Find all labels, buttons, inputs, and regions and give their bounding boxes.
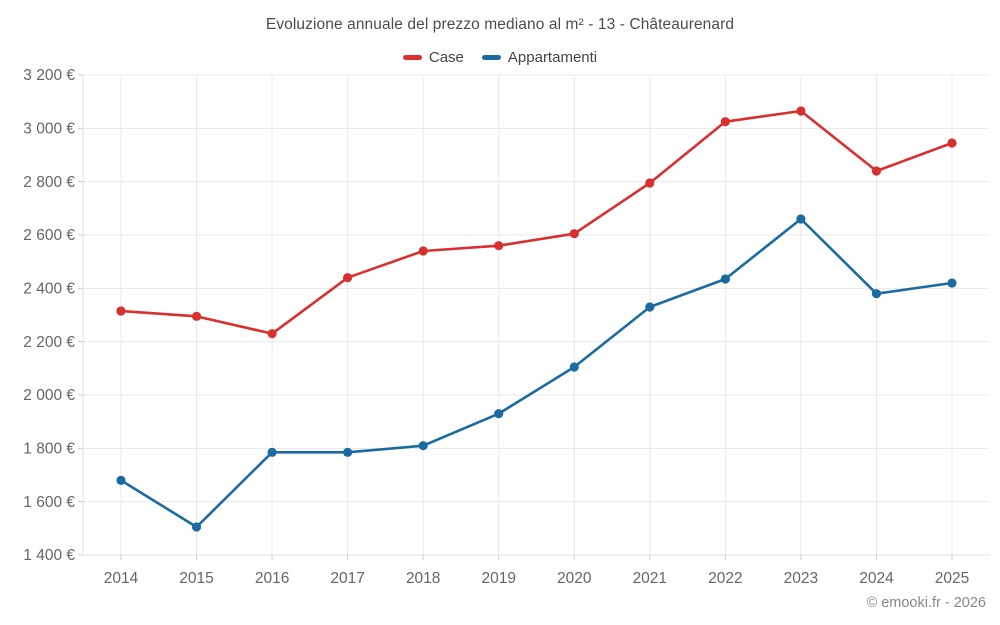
legend-label-appartamenti: Appartamenti	[507, 48, 598, 66]
data-point-case-2015	[191, 311, 202, 321]
y-tick-label: 2 000 €	[23, 387, 75, 404]
y-tick-label: 1 400 €	[23, 547, 75, 564]
y-tick-label: 2 800 €	[23, 174, 75, 191]
x-tick-label: 2019	[481, 570, 515, 587]
data-point-case-2016	[267, 329, 277, 339]
data-point-case-2014	[116, 306, 126, 316]
data-point-case-2018	[418, 246, 428, 256]
x-tick-label: 2018	[406, 570, 440, 587]
data-point-appartamenti-2021	[645, 302, 655, 312]
x-tick-label: 2017	[330, 570, 364, 587]
series-line-case	[119, 109, 954, 335]
data-point-appartamenti-2014	[116, 475, 126, 485]
data-point-appartamenti-2018	[418, 441, 428, 451]
y-tick-label: 2 400 €	[23, 281, 75, 298]
data-point-case-2020	[569, 229, 579, 239]
x-tick-label: 2016	[255, 570, 289, 587]
x-tick-label: 2021	[633, 570, 667, 587]
y-tick-label: 2 200 €	[23, 334, 75, 351]
y-tick-label: 3 000 €	[23, 121, 75, 138]
y-tick-label: 3 200 €	[23, 67, 75, 84]
legend-label-case: Case	[428, 48, 464, 66]
data-point-appartamenti-2016	[267, 447, 277, 457]
data-point-appartamenti-2022	[720, 274, 730, 284]
data-point-appartamenti-2020	[569, 362, 579, 372]
data-point-appartamenti-2017	[343, 447, 353, 457]
y-tick-label: 2 600 €	[23, 227, 75, 244]
x-tick-label: 2020	[557, 570, 592, 587]
data-point-case-2019	[494, 241, 504, 251]
series-line-appartamenti	[119, 217, 954, 529]
legend-swatch-appartamenti-icon	[481, 54, 501, 60]
copyright-text: © emooki.fr - 2026	[866, 595, 986, 611]
data-point-case-2021	[645, 178, 655, 188]
data-point-appartamenti-2015	[191, 522, 202, 532]
y-tick-label: 1 800 €	[23, 441, 75, 458]
legend-swatch-case-icon	[402, 54, 422, 60]
legend-item-appartamenti[interactable]: Appartamenti	[481, 48, 598, 66]
data-point-case-2025	[947, 138, 957, 148]
x-tick-label: 2015	[179, 570, 213, 587]
chart-title: Evoluzione annuale del prezzo mediano al…	[265, 16, 735, 33]
data-point-appartamenti-2019	[494, 409, 504, 419]
data-point-appartamenti-2024	[871, 289, 882, 299]
legend-item-case[interactable]: Case	[402, 48, 464, 66]
x-tick-label: 2014	[104, 570, 139, 587]
x-tick-label: 2025	[935, 570, 969, 587]
y-tick-label: 1 600 €	[23, 494, 75, 511]
x-tick-label: 2023	[784, 570, 818, 587]
data-point-case-2024	[871, 166, 882, 176]
x-tick-label: 2024	[859, 570, 894, 587]
data-point-case-2023	[796, 106, 806, 116]
data-point-appartamenti-2025	[947, 278, 957, 288]
data-point-case-2022	[720, 117, 730, 127]
legend: Case Appartamenti	[0, 46, 1000, 68]
x-tick-label: 2022	[708, 570, 742, 587]
data-point-case-2017	[343, 273, 353, 283]
data-point-appartamenti-2023	[796, 214, 806, 224]
